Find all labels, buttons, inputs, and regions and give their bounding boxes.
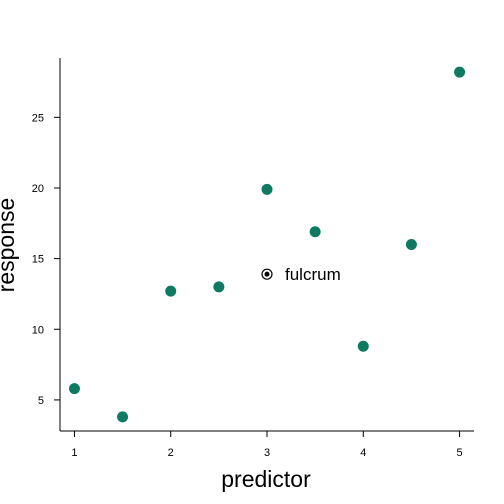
- data-point: [68, 383, 80, 395]
- data-point: [454, 66, 466, 78]
- x-axis-title: predictor: [221, 466, 311, 492]
- x-tick-label: 3: [264, 447, 270, 459]
- y-tick-label: 5: [38, 395, 44, 407]
- data-point: [165, 285, 177, 297]
- y-tick-label: 25: [32, 112, 44, 124]
- y-ticks: 5 10 15 20 25: [32, 112, 60, 407]
- data-point: [261, 183, 273, 195]
- x-tick-label: 2: [168, 447, 174, 459]
- y-tick-label: 15: [32, 254, 44, 266]
- fulcrum-label: fulcrum: [285, 265, 341, 284]
- data-points: [68, 66, 466, 423]
- data-point: [117, 411, 129, 423]
- x-tick-label: 5: [456, 447, 462, 459]
- fulcrum-marker-dot: [264, 271, 270, 277]
- x-ticks: 1 2 3 4 5: [71, 431, 463, 459]
- y-axis-title: response: [0, 198, 19, 293]
- annotations: fulcrum: [261, 265, 341, 284]
- data-point: [213, 281, 225, 293]
- data-point: [357, 340, 369, 352]
- data-point: [309, 226, 321, 238]
- x-tick-label: 1: [71, 447, 77, 459]
- x-tick-label: 4: [360, 447, 366, 459]
- data-point: [405, 239, 417, 250]
- y-tick-label: 20: [32, 183, 44, 195]
- y-tick-label: 10: [32, 324, 44, 336]
